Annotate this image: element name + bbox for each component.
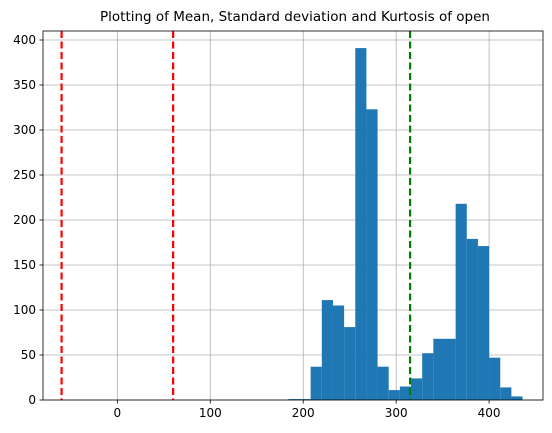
x-axis-ticks: 0 100 200 300 400 xyxy=(114,400,501,420)
y-tick-label: 100 xyxy=(13,303,36,317)
histogram-bar xyxy=(366,109,378,401)
histogram-bar xyxy=(377,366,389,400)
y-tick-label: 0 xyxy=(28,393,36,407)
histogram-bar xyxy=(433,338,445,400)
plot-frame xyxy=(42,30,544,401)
histogram-bar xyxy=(466,238,478,400)
reference-lines xyxy=(60,31,412,400)
histogram-bar xyxy=(344,327,356,400)
histogram-bar xyxy=(500,387,512,400)
histogram-bar xyxy=(444,338,456,400)
histogram-bar xyxy=(489,357,501,400)
x-tick-label: 100 xyxy=(199,406,222,420)
x-tick-label: 200 xyxy=(292,406,315,420)
x-tick-label: 300 xyxy=(385,406,408,420)
y-tick-label: 50 xyxy=(21,348,36,362)
y-axis-ticks: 0 50 100 150 200 250 300 350 400 xyxy=(13,33,43,407)
histogram-bar xyxy=(455,203,467,400)
x-tick-label: 400 xyxy=(478,406,501,420)
histogram-bar xyxy=(411,378,423,400)
y-tick-label: 300 xyxy=(13,123,36,137)
histogram-bar xyxy=(477,246,490,400)
y-tick-label: 250 xyxy=(13,168,36,182)
histogram-bar xyxy=(388,390,400,400)
histogram-bar xyxy=(422,353,434,400)
y-tick-label: 350 xyxy=(13,78,36,92)
y-tick-label: 200 xyxy=(13,213,36,227)
histogram-bar xyxy=(332,305,345,400)
histogram-bars xyxy=(288,48,523,401)
histogram-bar xyxy=(511,396,523,400)
histogram-bar xyxy=(399,386,412,400)
histogram-bar xyxy=(310,366,322,400)
chart-title: Plotting of Mean, Standard deviation and… xyxy=(100,9,490,25)
histogram-bar xyxy=(299,399,311,400)
histogram-bar xyxy=(355,48,367,400)
y-tick-label: 400 xyxy=(13,33,36,47)
x-tick-label: 0 xyxy=(114,406,122,420)
histogram-bar xyxy=(321,300,333,400)
histogram-bar xyxy=(288,399,300,400)
y-tick-label: 150 xyxy=(13,258,36,272)
